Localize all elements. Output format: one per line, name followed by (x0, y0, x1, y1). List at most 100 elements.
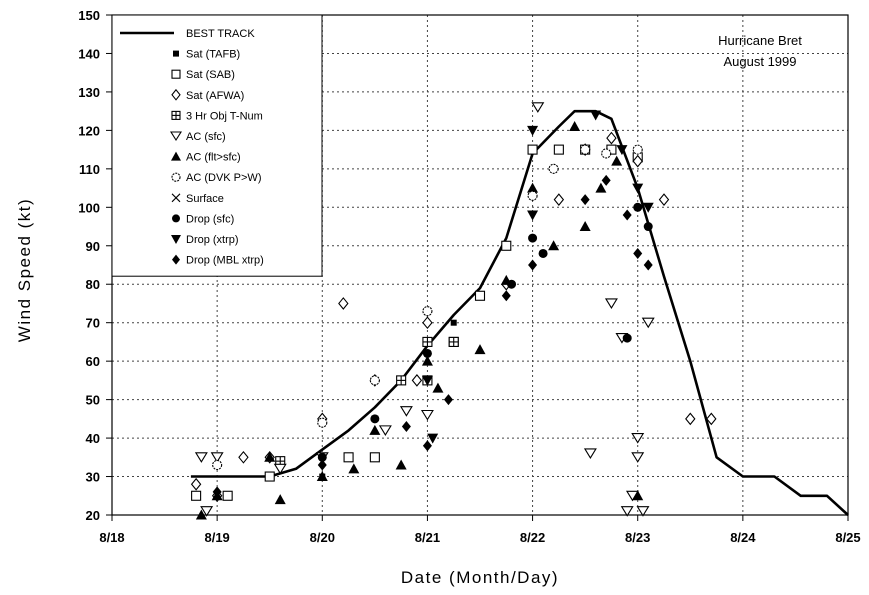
data-point (604, 298, 618, 310)
data-point (474, 344, 486, 355)
data-point (685, 412, 696, 426)
annotation-storm-name: Hurricane Bret (718, 33, 802, 48)
data-point (501, 290, 511, 302)
data-point (527, 125, 539, 136)
data-point (273, 463, 287, 475)
data-point (631, 433, 645, 444)
legend-box (111, 14, 323, 277)
data-point (194, 452, 208, 463)
x-tick-label: 8/23 (625, 530, 650, 545)
data-point (601, 148, 612, 159)
data-point (601, 174, 611, 186)
legend-label: Sat (TAFB) (186, 49, 240, 61)
data-point (611, 155, 623, 166)
y-tick-label: 130 (78, 85, 100, 100)
x-tick-label: 8/18 (99, 530, 124, 545)
y-tick-label: 30 (86, 470, 100, 485)
data-point (264, 451, 276, 462)
y-axis-title: Wind Speed (kt) (15, 198, 34, 342)
data-point (643, 222, 653, 232)
data-point (527, 182, 539, 193)
data-point (580, 144, 591, 155)
data-point (422, 440, 432, 452)
data-point (448, 336, 459, 347)
data-point (641, 317, 655, 329)
data-point (338, 297, 349, 310)
data-point (195, 509, 207, 520)
data-point (238, 450, 249, 464)
data-point (369, 452, 380, 463)
data-point (450, 319, 457, 326)
data-point (190, 477, 202, 491)
legend-label: 3 Hr Obj T-Num (186, 110, 263, 122)
legend-label: Surface (186, 193, 224, 205)
data-point (443, 394, 453, 406)
data-point (507, 279, 517, 289)
legend-swatch (171, 151, 181, 161)
x-tick-label: 8/21 (415, 530, 440, 545)
data-point (501, 240, 512, 251)
data-point (200, 506, 214, 517)
y-tick-label: 40 (86, 431, 100, 446)
x-axis-title: Date (Month/Day) (401, 568, 559, 587)
data-point (399, 406, 413, 417)
legend-swatch (170, 131, 182, 142)
data-point (395, 459, 407, 470)
legend-label: AC (DVK P>W) (186, 172, 261, 184)
data-point (642, 202, 654, 213)
data-point (579, 221, 591, 232)
data-point (583, 448, 597, 460)
data-point (616, 145, 628, 156)
x-tick-label: 8/25 (835, 530, 860, 545)
y-tick-label: 120 (78, 123, 100, 138)
data-point (422, 336, 433, 347)
y-tick-label: 90 (86, 239, 100, 254)
legend-label: Drop (xtrp) (186, 234, 239, 246)
data-point (401, 421, 411, 433)
y-tick-label: 80 (86, 277, 100, 292)
legend-swatch (171, 235, 181, 244)
legend-swatch (172, 214, 180, 223)
data-point (569, 121, 581, 132)
x-tick-label: 8/19 (204, 530, 229, 545)
data-point (422, 348, 432, 358)
legend-swatch (171, 193, 181, 203)
data-point (420, 409, 434, 421)
data-point (706, 412, 717, 426)
data-point (580, 194, 590, 206)
data-point (606, 131, 617, 145)
y-tick-label: 70 (86, 316, 100, 331)
data-point (527, 144, 538, 155)
data-point (317, 417, 328, 428)
data-point (527, 190, 538, 201)
y-tick-label: 50 (86, 393, 100, 408)
data-point (553, 144, 564, 155)
legend-label: Sat (AFWA) (186, 90, 244, 102)
axis-ticks: 8/18 8/19 8/20 8/21 8/22 8/23 8/24 8/25 20 30 40 50… (78, 8, 860, 545)
data-point (620, 506, 634, 517)
y-tick-label: 60 (86, 354, 100, 369)
data-point (316, 471, 328, 482)
legend-swatch (173, 50, 179, 57)
data-point (421, 355, 433, 366)
data-point (212, 459, 223, 471)
data-point (531, 102, 545, 113)
data-point (432, 382, 444, 393)
data-point (658, 193, 670, 206)
legend-swatch (171, 172, 181, 182)
data-point (548, 240, 560, 251)
y-tick-label: 100 (78, 200, 100, 215)
data-point (422, 316, 433, 330)
data-point (622, 333, 632, 343)
legend-label: Drop (MBL xtrp) (186, 255, 264, 267)
data-point (427, 433, 439, 444)
legend-label: Sat (SAB) (186, 69, 235, 81)
legend-label: Drop (sfc) (186, 213, 234, 225)
y-tick-label: 150 (78, 8, 100, 23)
data-point (369, 424, 381, 435)
data-point (631, 452, 645, 463)
legend: BEST TRACK Sat (TAFB) Sat (SAB) Sat (AFWA) 3… (111, 14, 323, 277)
legend-swatch (171, 88, 181, 101)
data-point (422, 306, 433, 317)
